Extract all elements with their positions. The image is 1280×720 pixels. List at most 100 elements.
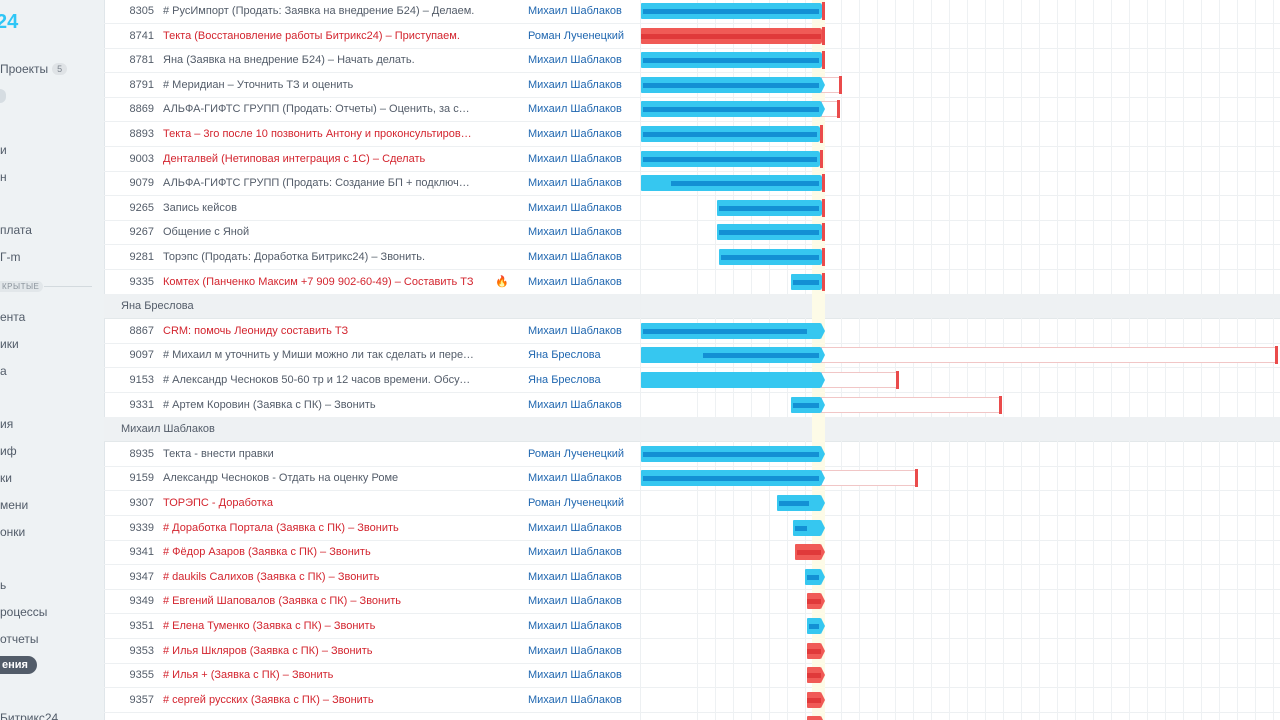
gantt-task-bar[interactable] xyxy=(807,692,821,708)
task-row[interactable]: 9353 # Илья Шкляров (Заявка с ПК) – Звони… xyxy=(104,639,1280,664)
sidebar-item[interactable]: ента xyxy=(0,310,26,324)
gantt-task-bar[interactable] xyxy=(641,151,819,167)
gantt-deadline-marker[interactable] xyxy=(822,27,825,45)
sidebar-item[interactable]: плата xyxy=(0,223,32,237)
gantt-task-bar[interactable] xyxy=(641,101,821,117)
responsible-link[interactable]: Михаил Шаблаков xyxy=(528,276,622,288)
task-title-link[interactable]: # Илья + (Заявка с ПК) – Звонить xyxy=(163,669,334,681)
gantt-task-bar[interactable] xyxy=(641,28,821,44)
sidebar-item[interactable]: отчеты xyxy=(0,632,39,646)
responsible-link[interactable]: Михаил Шаблаков xyxy=(528,522,622,534)
task-row[interactable]: 9003 Денталвей (Нетиповая интеграция с 1С… xyxy=(104,147,1280,172)
responsible-link[interactable]: Яна Бреслова xyxy=(528,374,601,386)
task-title-link[interactable]: Денталвей (Нетиповая интеграция с 1С) – … xyxy=(163,153,426,165)
gantt-task-bar[interactable] xyxy=(807,643,821,659)
task-title-link[interactable]: АЛЬФА-ГИФТС ГРУПП (Продать: Отчеты) – Оц… xyxy=(163,103,475,115)
sidebar-item[interactable]: онки xyxy=(0,525,26,539)
sidebar-footer-link[interactable]: Битрикс24 xyxy=(0,711,59,720)
task-title-link[interactable]: # РусИмпорт (Продать: Заявка на внедрени… xyxy=(163,5,475,17)
task-row[interactable]: 9339 # Доработка Портала (Заявка с ПК) – … xyxy=(104,516,1280,541)
gantt-task-bar[interactable] xyxy=(641,347,821,363)
task-row[interactable]: 9357 # сергей русских (Заявка с ПК) – Зво… xyxy=(104,688,1280,713)
responsible-link[interactable]: Михаил Шаблаков xyxy=(528,128,622,140)
task-row[interactable]: 8893 Текта – 3го после 10 позвонить Антон… xyxy=(104,122,1280,147)
task-row[interactable]: 9267 Общение с Яной Михаил Шаблаков xyxy=(104,220,1280,245)
responsible-link[interactable]: Михаил Шаблаков xyxy=(528,177,622,189)
gantt-task-bar[interactable] xyxy=(805,569,821,585)
gantt-task-bar[interactable] xyxy=(641,446,821,462)
responsible-link[interactable]: Михаил Шаблаков xyxy=(528,694,622,706)
gantt-task-bar[interactable] xyxy=(807,667,821,683)
sidebar-item[interactable]: Г-m xyxy=(0,250,21,264)
gantt-deadline-marker[interactable] xyxy=(915,469,918,487)
group-header-row[interactable]: Яна Бреслова xyxy=(104,294,1280,319)
responsible-link[interactable]: Михаил Шаблаков xyxy=(528,472,622,484)
responsible-link[interactable]: Михаил Шаблаков xyxy=(528,54,622,66)
task-title-link[interactable]: # Меридиан – Уточнить ТЗ и оценить xyxy=(163,79,354,91)
sidebar-item[interactable]: ь xyxy=(0,578,7,592)
task-title-link[interactable]: Торэпс (Продать: Доработка Битрикс24) – … xyxy=(163,251,426,263)
sidebar-section-label[interactable]: КРЫТЫЕ xyxy=(0,281,44,292)
group-header-row[interactable]: Михаил Шаблаков xyxy=(104,417,1280,442)
gantt-task-bar[interactable] xyxy=(641,175,821,191)
sidebar-item[interactable]: иф xyxy=(0,444,17,458)
responsible-link[interactable]: Михаил Шаблаков xyxy=(528,226,622,238)
task-title-link[interactable]: # Елена Туменко (Заявка с ПК) – Звонить xyxy=(163,620,376,632)
task-row[interactable]: 9159 Александр Чесноков - Отдать на оценк… xyxy=(104,466,1280,491)
task-row[interactable]: 8867 CRM: помочь Леониду составить ТЗ Миха… xyxy=(104,319,1280,344)
task-row[interactable]: 8741 Текта (Восстановление работы Битрикс… xyxy=(104,24,1280,49)
task-row[interactable]: 9341 # Фёдор Азаров (Заявка с ПК) – Звони… xyxy=(104,540,1280,565)
gantt-task-bar[interactable] xyxy=(641,77,821,93)
gantt-deadline-marker[interactable] xyxy=(839,76,842,94)
task-title-link[interactable]: Текта - внести правки xyxy=(163,448,274,460)
gantt-deadline-marker[interactable] xyxy=(822,248,825,266)
task-title-link[interactable]: # Илья Шкляров (Заявка с ПК) – Звонить xyxy=(163,645,373,657)
responsible-link[interactable]: Михаил Шаблаков xyxy=(528,399,622,411)
sidebar-item[interactable]: мени xyxy=(0,498,29,512)
responsible-link[interactable]: Михаил Шаблаков xyxy=(528,153,622,165)
gantt-task-bar[interactable] xyxy=(641,323,821,339)
responsible-link[interactable]: Михаил Шаблаков xyxy=(528,546,622,558)
sidebar-item[interactable]: и xyxy=(0,143,7,157)
bitrix24-logo[interactable]: 24 xyxy=(0,11,19,33)
sidebar-item[interactable]: н xyxy=(0,170,7,184)
gantt-deadline-marker[interactable] xyxy=(822,51,825,69)
task-title-link[interactable]: # Александр Чесноков 50-60 тр и 12 часов… xyxy=(163,374,475,386)
task-title-link[interactable]: # Доработка Портала (Заявка с ПК) – Звон… xyxy=(163,522,399,534)
gantt-task-bar[interactable] xyxy=(795,544,821,560)
responsible-link[interactable]: Михаил Шаблаков xyxy=(528,103,622,115)
task-row[interactable]: 9281 Торэпс (Продать: Доработка Битрикс24… xyxy=(104,245,1280,270)
gantt-deadline-marker[interactable] xyxy=(822,223,825,241)
task-title-link[interactable]: Яна (Заявка на внедрение Б24) – Начать д… xyxy=(163,54,415,66)
sidebar-item[interactable]: а xyxy=(0,364,7,378)
gantt-task-bar[interactable] xyxy=(791,274,821,290)
task-title-link[interactable]: Комтех (Панченко Максим +7 909 902-60-49… xyxy=(163,276,474,288)
gantt-deadline-marker[interactable] xyxy=(837,100,840,118)
task-row[interactable]: 9349 # Евгений Шаповалов (Заявка с ПК) – … xyxy=(104,589,1280,614)
gantt-task-bar[interactable] xyxy=(641,470,821,486)
gantt-task-bar[interactable] xyxy=(791,397,821,413)
task-row[interactable]: 9355 # Илья + (Заявка с ПК) – Звонить Миха… xyxy=(104,663,1280,688)
task-title-link[interactable]: # Артем Коровин (Заявка с ПК) – Звонить xyxy=(163,399,376,411)
sidebar-item[interactable]: роцессы xyxy=(0,605,48,619)
responsible-link[interactable]: Михаил Шаблаков xyxy=(528,595,622,607)
task-title-link[interactable]: ТОРЭПС - Доработка xyxy=(163,497,273,509)
task-row[interactable]: 8869 АЛЬФА-ГИФТС ГРУПП (Продать: Отчеты) … xyxy=(104,97,1280,122)
gantt-deadline-marker[interactable] xyxy=(822,199,825,217)
responsible-link[interactable]: Роман Лученецкий xyxy=(528,30,625,42)
gantt-task-bar[interactable] xyxy=(641,3,821,19)
gantt-task-bar[interactable] xyxy=(807,618,821,634)
task-title-link[interactable]: Текта – 3го после 10 позвонить Антону и … xyxy=(163,128,475,140)
task-title-link[interactable]: # Фёдор Азаров (Заявка с ПК) – Звонить xyxy=(163,546,371,558)
task-title-link[interactable]: # Евгений Шаповалов (Заявка с ПК) – Звон… xyxy=(163,595,402,607)
task-title-link[interactable]: # сергей русских (Заявка с ПК) – Звонить xyxy=(163,694,374,706)
gantt-deadline-marker[interactable] xyxy=(822,2,825,20)
task-title-link[interactable]: Александр Чесноков - Отдать на оценку Ро… xyxy=(163,472,399,484)
responsible-link[interactable]: Михаил Шаблаков xyxy=(528,202,622,214)
task-title-link[interactable]: # Михаил м уточнить у Миши можно ли так … xyxy=(163,349,475,361)
responsible-link[interactable]: Роман Лученецкий xyxy=(528,448,625,460)
sidebar-item-projects[interactable]: Проекты 5 xyxy=(0,62,68,76)
gantt-deadline-marker[interactable] xyxy=(999,396,1002,414)
responsible-link[interactable]: Михаил Шаблаков xyxy=(528,669,622,681)
task-row[interactable]: 9097 # Михаил м уточнить у Миши можно ли … xyxy=(104,343,1280,368)
